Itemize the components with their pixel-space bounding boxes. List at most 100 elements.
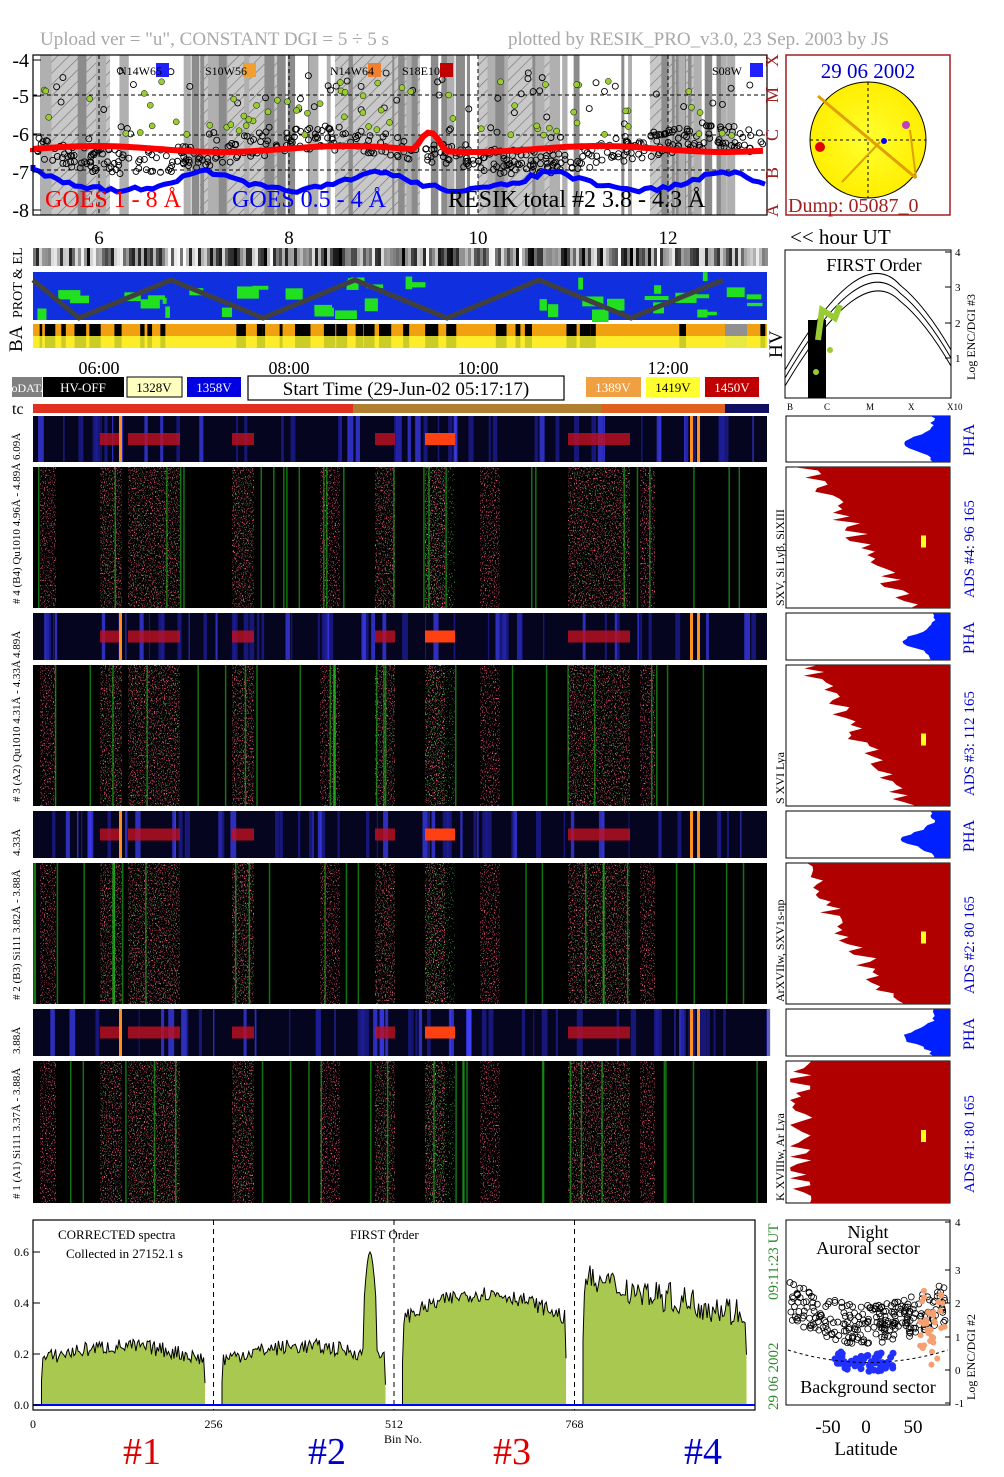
latitude-x-tick: 50 xyxy=(904,1417,923,1438)
spectrum-line xyxy=(40,1338,206,1406)
pha-histogram xyxy=(903,1009,950,1056)
ads-label: ADS #2: 80 165 xyxy=(962,896,978,994)
latitude-y-tick: 2 xyxy=(955,1298,961,1310)
legend-goes-short: GOES 0.5 - 4 Å xyxy=(232,187,387,213)
time-tick: 12:00 xyxy=(647,358,688,378)
ads-label: ADS #1: 80 165 xyxy=(962,1095,978,1193)
latitude-x-tick: -50 xyxy=(815,1417,840,1438)
channel-number-label: #1 xyxy=(123,1431,161,1473)
lightcurve-x-tick: 6 xyxy=(94,228,104,249)
pha-label: PHA xyxy=(961,1018,978,1050)
sun-disk-panel: 29 06 2002 Dump: 05087_0 xyxy=(785,54,951,217)
flare-class-label: B xyxy=(762,167,782,179)
orbit-track xyxy=(817,94,917,180)
lightcurve-x-tick: 8 xyxy=(284,228,294,249)
channel-label: # 2 (B3) Si111 3.82Å - 3.88Å xyxy=(11,869,23,1000)
first-order-panel: FIRST Order HV 1 2 3 4 B C M X X10 Log ENC/DGI … xyxy=(766,247,978,412)
first-order-y-tick: 2 xyxy=(955,318,961,330)
spectrum-time: 09:11:23 UT xyxy=(766,1223,782,1300)
ads-histogram xyxy=(793,467,950,608)
ads-histogram xyxy=(806,863,950,1004)
legend-nodata: noDATA xyxy=(5,381,48,395)
first-order-x-tick: C xyxy=(824,402,830,412)
spectrum-x-tick: 768 xyxy=(566,1417,584,1431)
sun-date: 29 06 2002 xyxy=(821,59,916,83)
flare-class-label: M xyxy=(762,87,782,103)
channel-number-label: #2 xyxy=(308,1431,346,1473)
ads-histogram xyxy=(790,1061,950,1203)
first-order-x-tick: M xyxy=(866,402,874,412)
spectrum-fill xyxy=(221,1252,386,1405)
latitude-y-tick: 1 xyxy=(955,1332,961,1344)
spectrum-note-corrected: CORRECTED spectra xyxy=(58,1227,176,1242)
upload-info: Upload ver = "u", CONSTANT DGI = 5 ÷ 5 s xyxy=(40,29,389,50)
orbit-zigzag xyxy=(31,277,724,321)
ads-histogram xyxy=(803,665,950,806)
plotted-info: plotted by RESIK_PRO_v3.0, 23 Sep. 2003 … xyxy=(508,29,889,50)
lightcurve-y-tick: -4 xyxy=(12,50,29,72)
channel-number-label: #4 xyxy=(684,1431,722,1473)
time-tick: 08:00 xyxy=(268,358,309,378)
legend-hv-off: HV-OFF xyxy=(60,380,106,395)
latitude-x-tick: 0 xyxy=(861,1417,871,1438)
background-label: Background sector xyxy=(800,1377,935,1397)
legend-1328v: 1328V xyxy=(136,380,172,395)
latitude-panel: Night Auroral sector Background sector -… xyxy=(785,1217,978,1460)
prot-el-label: PROT & EL xyxy=(11,247,26,318)
legend-resik: RESIK total #2 3.8 - 4.3 Å xyxy=(448,187,706,213)
lightcurve-y-tick: -6 xyxy=(12,124,29,146)
spectrum-y-tick: 0.4 xyxy=(14,1296,29,1310)
start-time: Start Time (29-Jun-02 05:17:17) xyxy=(283,379,529,400)
channel-label: # 3 (A2) Qu1010 4.31Å - 4.33Å xyxy=(11,660,23,802)
goes-short-curve xyxy=(30,165,766,195)
line-id-label: K XVIIIw, Ar Lya xyxy=(773,1112,787,1201)
first-order-axis-label: Log ENC/DGI #3 xyxy=(964,294,978,380)
latitude-y-tick: 0 xyxy=(955,1365,961,1377)
first-order-y-tick: 1 xyxy=(955,353,961,365)
lightcurve-x-tick: 10 xyxy=(469,228,488,249)
spectrum-line xyxy=(221,1250,386,1406)
channel-label: # 4 (B4) Qu1010 4.96Å - 4.89Å xyxy=(11,463,23,604)
pha-wavelength-label: 3.88Å xyxy=(11,1027,23,1054)
legend-1450v: 1450V xyxy=(714,380,750,395)
hour-ut-label: << hour UT xyxy=(790,225,891,249)
first-order-y-tick: 4 xyxy=(955,247,961,259)
corrected-spectrum-panel: CORRECTED spectra Collected in 27152.1 s… xyxy=(14,1219,782,1473)
auroral-label: Auroral sector xyxy=(816,1238,919,1258)
line-id-label: SXV, Si Lyβ, SiXIII xyxy=(773,509,787,606)
legend-1419v: 1419V xyxy=(655,380,691,395)
ba-label: BA xyxy=(6,325,27,352)
goes-long-curve xyxy=(30,129,764,155)
spectrum-date: 29 06 2002 xyxy=(766,1343,782,1411)
time-tick: 10:00 xyxy=(457,358,498,378)
spectrum-y-tick: 0.6 xyxy=(14,1245,29,1259)
spectrum-xlabel: Bin No. xyxy=(384,1432,422,1446)
lightcurve-x-tick: 12 xyxy=(659,228,678,249)
latitude-y-tick: -1 xyxy=(955,1398,964,1410)
spectrum-fill xyxy=(582,1265,747,1405)
legend-1358v: 1358V xyxy=(196,380,232,395)
spectrum-x-tick: 512 xyxy=(385,1417,403,1431)
pha-histogram xyxy=(900,811,950,858)
pha-wavelength-label: 4.89Å xyxy=(11,631,23,658)
tc-label: tc xyxy=(12,401,24,418)
spectrum-line xyxy=(582,1265,747,1406)
status-strips: PROT & EL BA 06:00 08:00 10:00 12:00 noDATA… xyxy=(5,247,769,418)
active-region-label: N14W65 xyxy=(118,64,162,78)
pha-wavelength-label: 6.09Å xyxy=(11,433,23,460)
spectrum-line xyxy=(401,1287,567,1406)
first-order-x-tick: B xyxy=(787,402,793,412)
lightcurve-y-tick: -8 xyxy=(12,200,29,222)
latitude-y-tick: 3 xyxy=(955,1265,961,1277)
lightcurve-y-tick: -5 xyxy=(12,86,29,108)
channel-label: # 1 (A1) Si111 3.37Å - 3.88Å xyxy=(11,1068,23,1199)
dump-label: Dump: 05087_0 xyxy=(788,195,919,217)
first-order-y-tick: 3 xyxy=(955,282,961,294)
flare-class-label: C xyxy=(762,129,782,141)
pha-histogram xyxy=(904,416,950,462)
flare-class-label: A xyxy=(762,204,782,217)
time-tick: 06:00 xyxy=(78,358,119,378)
spectrum-y-tick: 0.0 xyxy=(14,1398,29,1412)
first-order-title: FIRST Order xyxy=(826,255,921,275)
spectrum-fill xyxy=(402,1287,567,1405)
